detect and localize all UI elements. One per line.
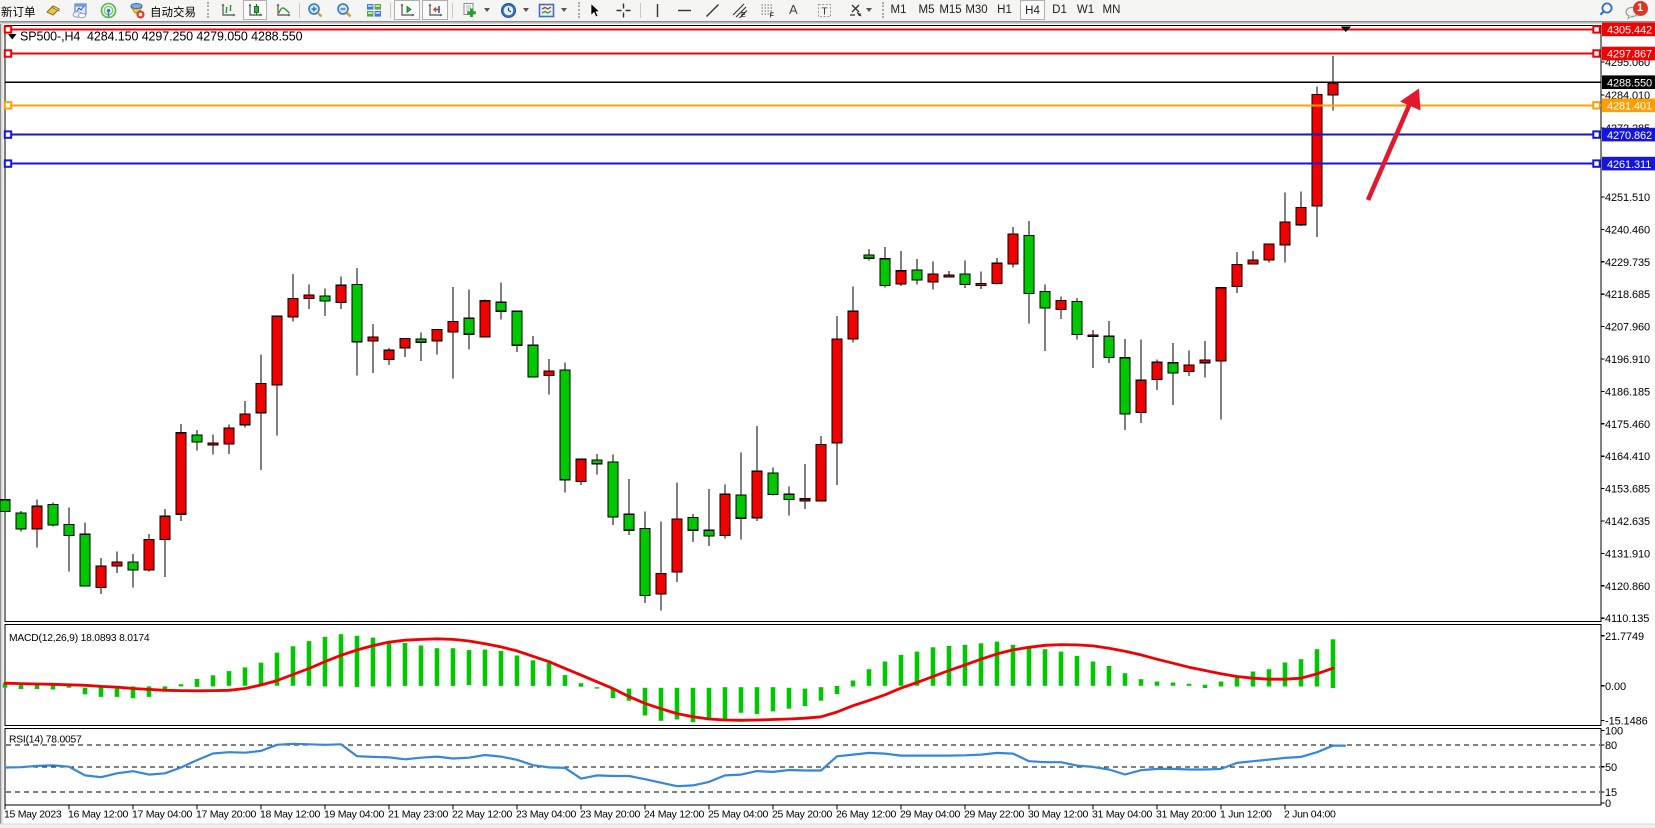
svg-text:4251.510: 4251.510: [1605, 192, 1650, 204]
svg-text:-15.1486: -15.1486: [1605, 716, 1648, 728]
svg-text:4240.460: 4240.460: [1605, 224, 1650, 236]
svg-text:24 May 12:00: 24 May 12:00: [644, 809, 704, 821]
svg-text:4305.442: 4305.442: [1607, 25, 1652, 37]
svg-text:4229.735: 4229.735: [1605, 257, 1650, 269]
svg-text:T: T: [822, 7, 828, 18]
svg-text:31 May 04:00: 31 May 04:00: [1092, 809, 1152, 821]
svg-text:0.00: 0.00: [1605, 681, 1626, 693]
svg-text:100: 100: [1605, 726, 1623, 738]
svg-text:80: 80: [1605, 740, 1617, 752]
svg-text:16 May 12:00: 16 May 12:00: [68, 809, 128, 821]
svg-text:4164.410: 4164.410: [1605, 451, 1650, 463]
svg-text:29 May 22:00: 29 May 22:00: [964, 809, 1024, 821]
svg-text:25 May 04:00: 25 May 04:00: [708, 809, 768, 821]
svg-text:50: 50: [1605, 762, 1617, 774]
svg-text:1 Jun 12:00: 1 Jun 12:00: [1220, 809, 1272, 821]
svg-text:23 May 20:00: 23 May 20:00: [580, 809, 640, 821]
svg-text:SP500-,H4 4284.150 4297.250 4: SP500-,H4 4284.150 4297.250 4279.050 428…: [20, 30, 303, 44]
svg-text:4175.460: 4175.460: [1605, 419, 1650, 431]
svg-text:26 May 12:00: 26 May 12:00: [836, 809, 896, 821]
svg-text:25 May 20:00: 25 May 20:00: [772, 809, 832, 821]
svg-text:15: 15: [1605, 787, 1617, 799]
svg-text:22 May 12:00: 22 May 12:00: [452, 809, 512, 821]
svg-text:18 May 12:00: 18 May 12:00: [260, 809, 320, 821]
svg-text:4153.685: 4153.685: [1605, 484, 1650, 496]
svg-text:30 May 12:00: 30 May 12:00: [1028, 809, 1088, 821]
svg-text:15 May 2023: 15 May 2023: [4, 809, 62, 821]
svg-text:21 May 23:00: 21 May 23:00: [388, 809, 448, 821]
svg-text:4131.910: 4131.910: [1605, 548, 1650, 560]
svg-text:17 May 20:00: 17 May 20:00: [196, 809, 256, 821]
svg-text:4186.185: 4186.185: [1605, 386, 1650, 398]
svg-text:E: E: [741, 12, 746, 19]
svg-text:4142.635: 4142.635: [1605, 516, 1650, 528]
svg-text:MACD(12,26,9) 18.0893 8.0174: MACD(12,26,9) 18.0893 8.0174: [9, 633, 150, 644]
svg-text:4218.685: 4218.685: [1605, 289, 1650, 301]
svg-text:4196.910: 4196.910: [1605, 354, 1650, 366]
svg-text:4120.860: 4120.860: [1605, 581, 1650, 593]
svg-text:4110.135: 4110.135: [1605, 613, 1649, 625]
svg-text:23 May 04:00: 23 May 04:00: [516, 809, 576, 821]
svg-text:17 May 04:00: 17 May 04:00: [132, 809, 192, 821]
svg-text:RSI(14) 78.0057: RSI(14) 78.0057: [9, 735, 82, 746]
svg-text:2 Jun 04:00: 2 Jun 04:00: [1284, 809, 1336, 821]
svg-text:19 May 04:00: 19 May 04:00: [324, 809, 384, 821]
svg-text:21.7749: 21.7749: [1605, 631, 1644, 643]
svg-text:29 May 04:00: 29 May 04:00: [900, 809, 960, 821]
svg-text:4297.867: 4297.867: [1607, 49, 1652, 61]
svg-text:4270.862: 4270.862: [1607, 130, 1652, 142]
svg-text:4288.550: 4288.550: [1607, 77, 1652, 89]
svg-text:F: F: [770, 11, 775, 20]
svg-text:0: 0: [1605, 798, 1611, 810]
svg-text:4281.401: 4281.401: [1607, 101, 1652, 113]
svg-text:4261.311: 4261.311: [1607, 159, 1651, 171]
svg-text:31 May 20:00: 31 May 20:00: [1156, 809, 1216, 821]
svg-text:4207.960: 4207.960: [1605, 322, 1650, 334]
